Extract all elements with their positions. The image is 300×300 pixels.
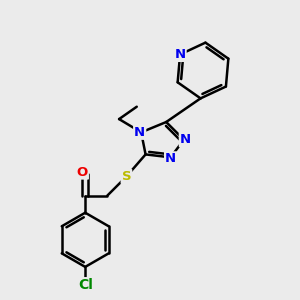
Text: N: N	[175, 48, 186, 61]
Text: S: S	[122, 170, 131, 183]
Text: Cl: Cl	[78, 278, 93, 292]
Text: N: N	[134, 126, 145, 139]
Text: N: N	[165, 152, 176, 165]
Text: N: N	[180, 133, 191, 146]
Text: O: O	[77, 166, 88, 178]
